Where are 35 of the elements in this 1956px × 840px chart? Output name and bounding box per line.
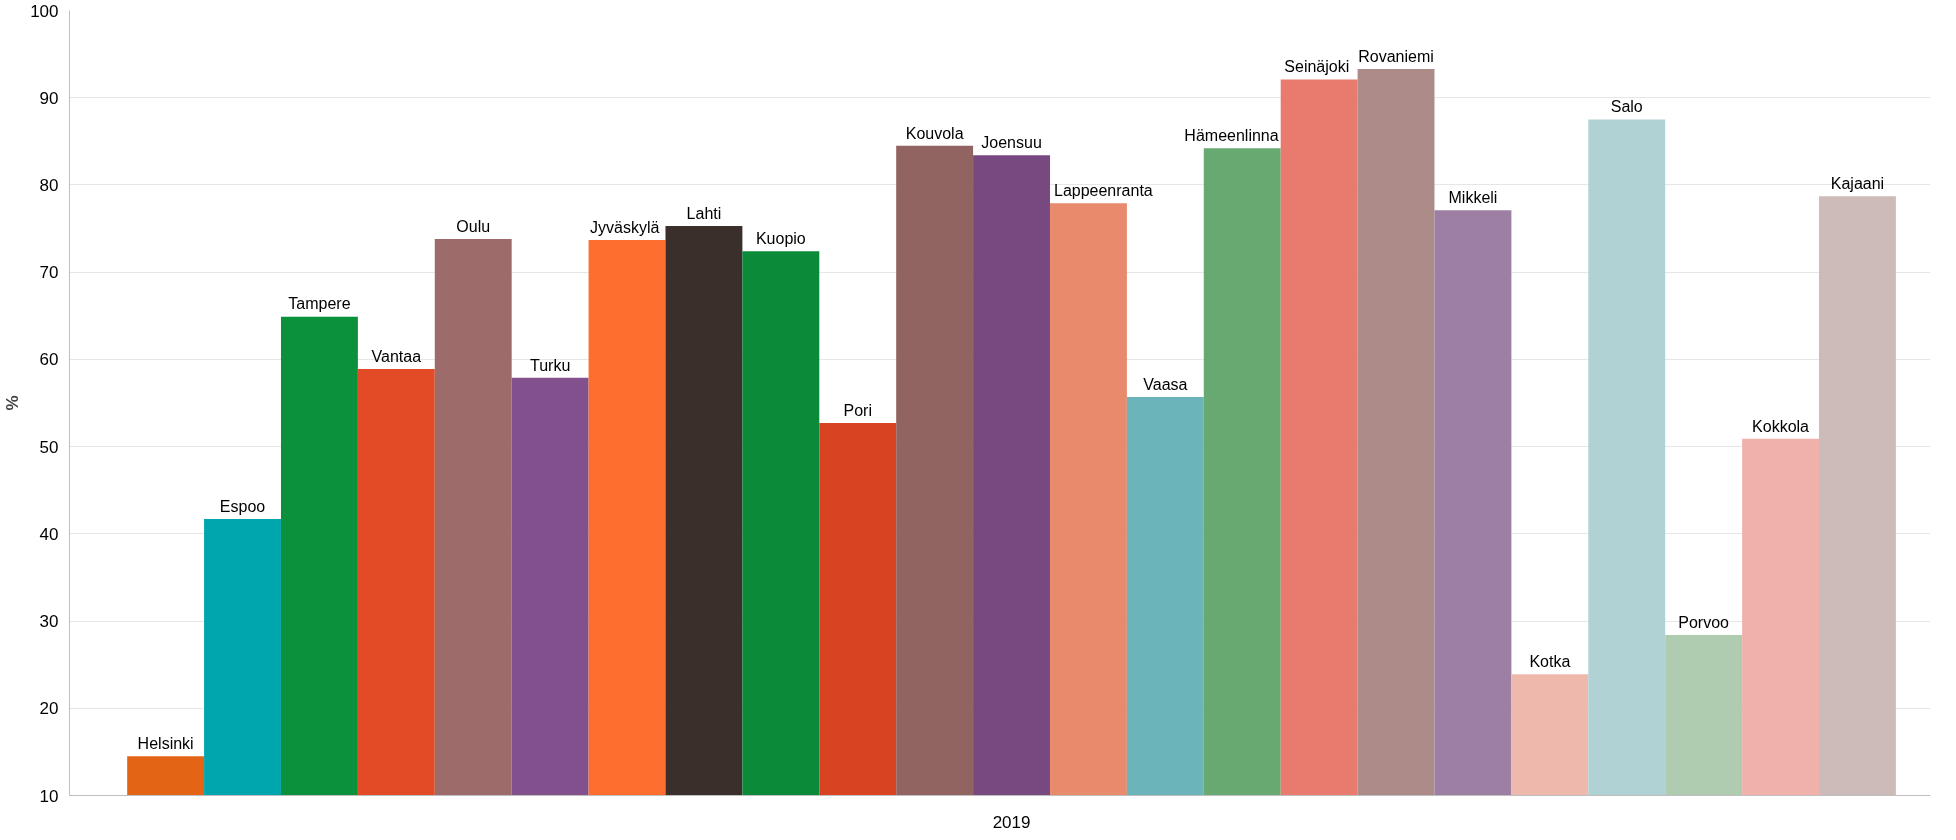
series-label: Turku xyxy=(529,356,571,374)
y-axis-title: % xyxy=(3,395,23,411)
series-label: Kuopio xyxy=(755,230,806,248)
x-tick-label: 2019 xyxy=(992,812,1031,832)
series-label: Porvoo xyxy=(1678,613,1730,631)
y-tick-label: 90 xyxy=(39,88,59,108)
series-label: Vantaa xyxy=(371,347,422,365)
series-label: Salo xyxy=(1610,98,1643,116)
series-label: Rovaniemi xyxy=(1358,47,1434,65)
series-label: Oulu xyxy=(456,217,491,235)
series-label: Joensuu xyxy=(981,134,1042,152)
y-tick-label: 20 xyxy=(39,699,59,719)
series-label: Espoo xyxy=(219,497,266,515)
series-label: Lappeenranta xyxy=(1053,182,1153,200)
series-label: Tampere xyxy=(288,295,351,313)
y-tick-label: 60 xyxy=(39,350,59,370)
series-label: Seinäjoki xyxy=(1284,58,1350,76)
series-label: Kouvola xyxy=(905,124,964,142)
y-tick-label: 70 xyxy=(39,263,59,283)
y-tick-label: 50 xyxy=(39,437,59,457)
series-label: Jyväskylä xyxy=(590,218,660,236)
series-label: Vaasa xyxy=(1143,375,1188,393)
series-label: Helsinki xyxy=(137,735,194,753)
series-label: Kokkola xyxy=(1752,417,1810,435)
series-label: Hämeenlinna xyxy=(1184,127,1279,145)
series-label: Mikkeli xyxy=(1448,189,1498,207)
y-tick-label: 80 xyxy=(39,175,59,195)
series-label: Kotka xyxy=(1529,653,1571,671)
series-label: Kajaani xyxy=(1830,175,1885,193)
y-tick-label: 100 xyxy=(30,1,59,21)
y-tick-label: 40 xyxy=(39,524,59,544)
series-label: Lahti xyxy=(686,204,722,222)
y-tick-label: 30 xyxy=(39,612,59,632)
series-label: Pori xyxy=(843,401,872,419)
y-tick-label: 10 xyxy=(39,786,59,806)
